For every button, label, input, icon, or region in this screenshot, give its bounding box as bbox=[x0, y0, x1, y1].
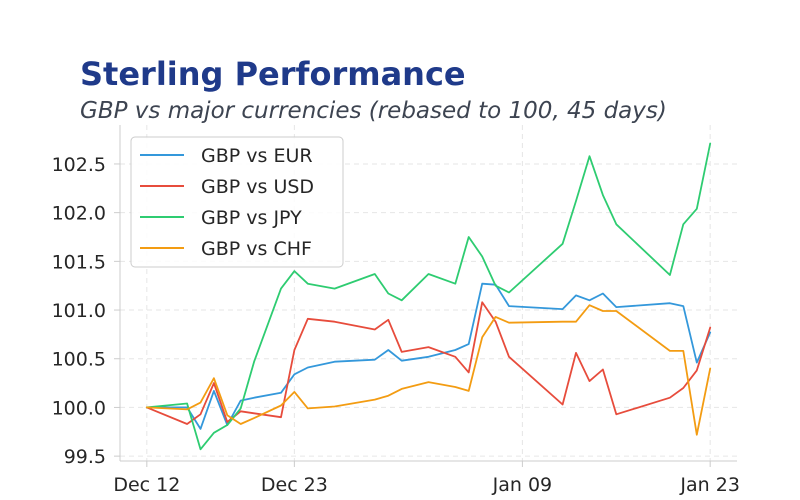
series-line-gbp-vs-jpy bbox=[145, 142, 712, 451]
x-tick-label: Dec 12 bbox=[113, 474, 180, 496]
legend-label: GBP vs CHF bbox=[201, 238, 312, 260]
y-tick-label: 100.0 bbox=[52, 397, 106, 419]
y-tick-label: 99.5 bbox=[64, 446, 106, 468]
legend-label: GBP vs EUR bbox=[201, 145, 313, 167]
legend: GBP vs EUR GBP vs USD GBP vs JPY GBP vs CHF bbox=[130, 136, 344, 268]
tick-labels: 99.5 100.0 100.5 101.0 101.5 102.0 102.5 Dec 12… bbox=[52, 154, 740, 496]
x-tick-label: Dec 23 bbox=[261, 474, 328, 496]
y-tick-label: 101.5 bbox=[52, 251, 106, 273]
y-tick-label: 101.0 bbox=[52, 300, 106, 322]
x-tick-label: Jan 09 bbox=[492, 474, 553, 496]
series-line-gbp-vs-eur bbox=[145, 282, 712, 430]
chart-title: Sterling Performance bbox=[80, 55, 466, 93]
legend-label: GBP vs JPY bbox=[201, 207, 302, 229]
legend-box bbox=[130, 136, 344, 268]
y-tick-label: 102.0 bbox=[52, 203, 106, 225]
series-lines bbox=[145, 142, 712, 451]
series-line-gbp-vs-usd bbox=[145, 301, 712, 425]
x-tick-label: Jan 23 bbox=[679, 474, 740, 496]
axes bbox=[119, 125, 737, 462]
legend-label: GBP vs USD bbox=[201, 176, 314, 198]
series-line-gbp-vs-chf bbox=[145, 304, 712, 436]
y-tick-label: 100.5 bbox=[52, 349, 106, 371]
chart-subtitle: GBP vs major currencies (rebased to 100,… bbox=[80, 98, 667, 124]
y-tick-label: 102.5 bbox=[52, 154, 106, 176]
